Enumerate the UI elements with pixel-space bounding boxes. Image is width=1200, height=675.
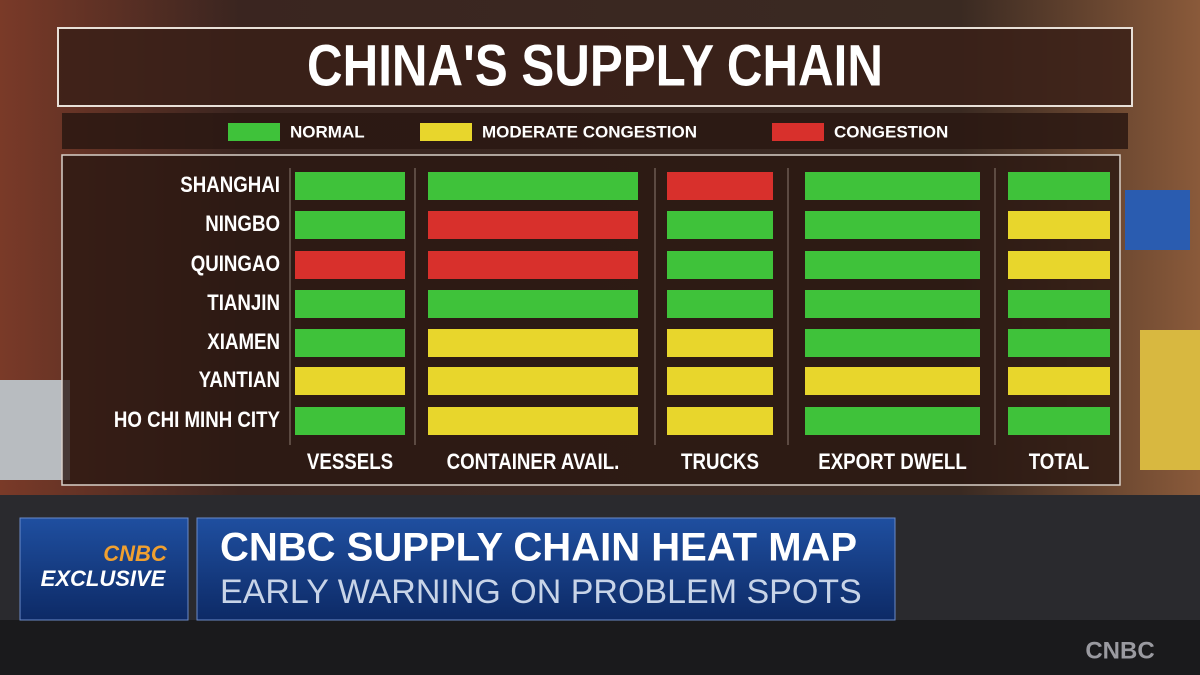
status-cell [428, 407, 638, 435]
lower-third [196, 517, 896, 621]
status-cell [428, 172, 638, 200]
legend-label: NORMAL [290, 122, 365, 141]
container-grey [0, 380, 70, 480]
studio-base [0, 620, 1200, 675]
status-cell [805, 407, 980, 435]
status-cell [667, 251, 773, 279]
headline: CNBC SUPPLY CHAIN HEAT MAP [220, 526, 857, 570]
watermark: CNBC [1085, 637, 1154, 664]
status-cell [1008, 367, 1110, 395]
status-cell [428, 367, 638, 395]
status-cell [805, 290, 980, 318]
status-cell [805, 329, 980, 357]
status-cell [428, 251, 638, 279]
legend-swatch [228, 123, 280, 141]
status-cell [1008, 329, 1110, 357]
status-cell [667, 367, 773, 395]
status-cell [295, 290, 405, 318]
container-yellow [1140, 330, 1200, 470]
status-cell [805, 251, 980, 279]
column-label: VESSELS [307, 450, 393, 474]
subhead: EARLY WARNING ON PROBLEM SPOTS [220, 573, 862, 611]
status-cell [1008, 251, 1110, 279]
legend-label: MODERATE CONGESTION [482, 122, 697, 141]
status-cell [295, 367, 405, 395]
status-cell [667, 329, 773, 357]
container-blue [1125, 190, 1190, 250]
status-cell [667, 290, 773, 318]
status-cell [1008, 290, 1110, 318]
status-cell [1008, 407, 1110, 435]
status-cell [667, 172, 773, 200]
status-cell [667, 407, 773, 435]
status-cell [805, 367, 980, 395]
status-cell [428, 329, 638, 357]
status-cell [295, 251, 405, 279]
status-cell [295, 407, 405, 435]
status-cell [295, 329, 405, 357]
port-label: TIANJIN [207, 291, 280, 315]
column-label: EXPORT DWELL [818, 450, 966, 474]
status-cell [295, 172, 405, 200]
port-label: SHANGHAI [180, 173, 280, 197]
column-label: TRUCKS [681, 450, 759, 474]
legend-swatch [420, 123, 472, 141]
port-label: YANTIAN [199, 368, 280, 392]
column-label: TOTAL [1029, 450, 1090, 474]
badge [19, 517, 189, 621]
column-label: CONTAINER AVAIL. [447, 450, 620, 474]
status-cell [295, 211, 405, 239]
port-label: QUINGAO [191, 252, 280, 276]
grid-panel [61, 154, 1121, 486]
status-cell [1008, 211, 1110, 239]
badge-brand: CNBC [103, 541, 168, 566]
port-label: HO CHI MINH CITY [114, 408, 280, 432]
port-label: NINGBO [205, 212, 280, 236]
status-cell [667, 211, 773, 239]
title: CHINA'S SUPPLY CHAIN [307, 34, 883, 99]
title-panel [57, 27, 1133, 107]
status-cell [805, 172, 980, 200]
port-label: XIAMEN [207, 330, 280, 354]
status-cell [1008, 172, 1110, 200]
legend-swatch [772, 123, 824, 141]
legend-label: CONGESTION [834, 122, 948, 141]
status-cell [428, 290, 638, 318]
status-cell [805, 211, 980, 239]
status-cell [428, 211, 638, 239]
badge-text: EXCLUSIVE [41, 566, 167, 591]
